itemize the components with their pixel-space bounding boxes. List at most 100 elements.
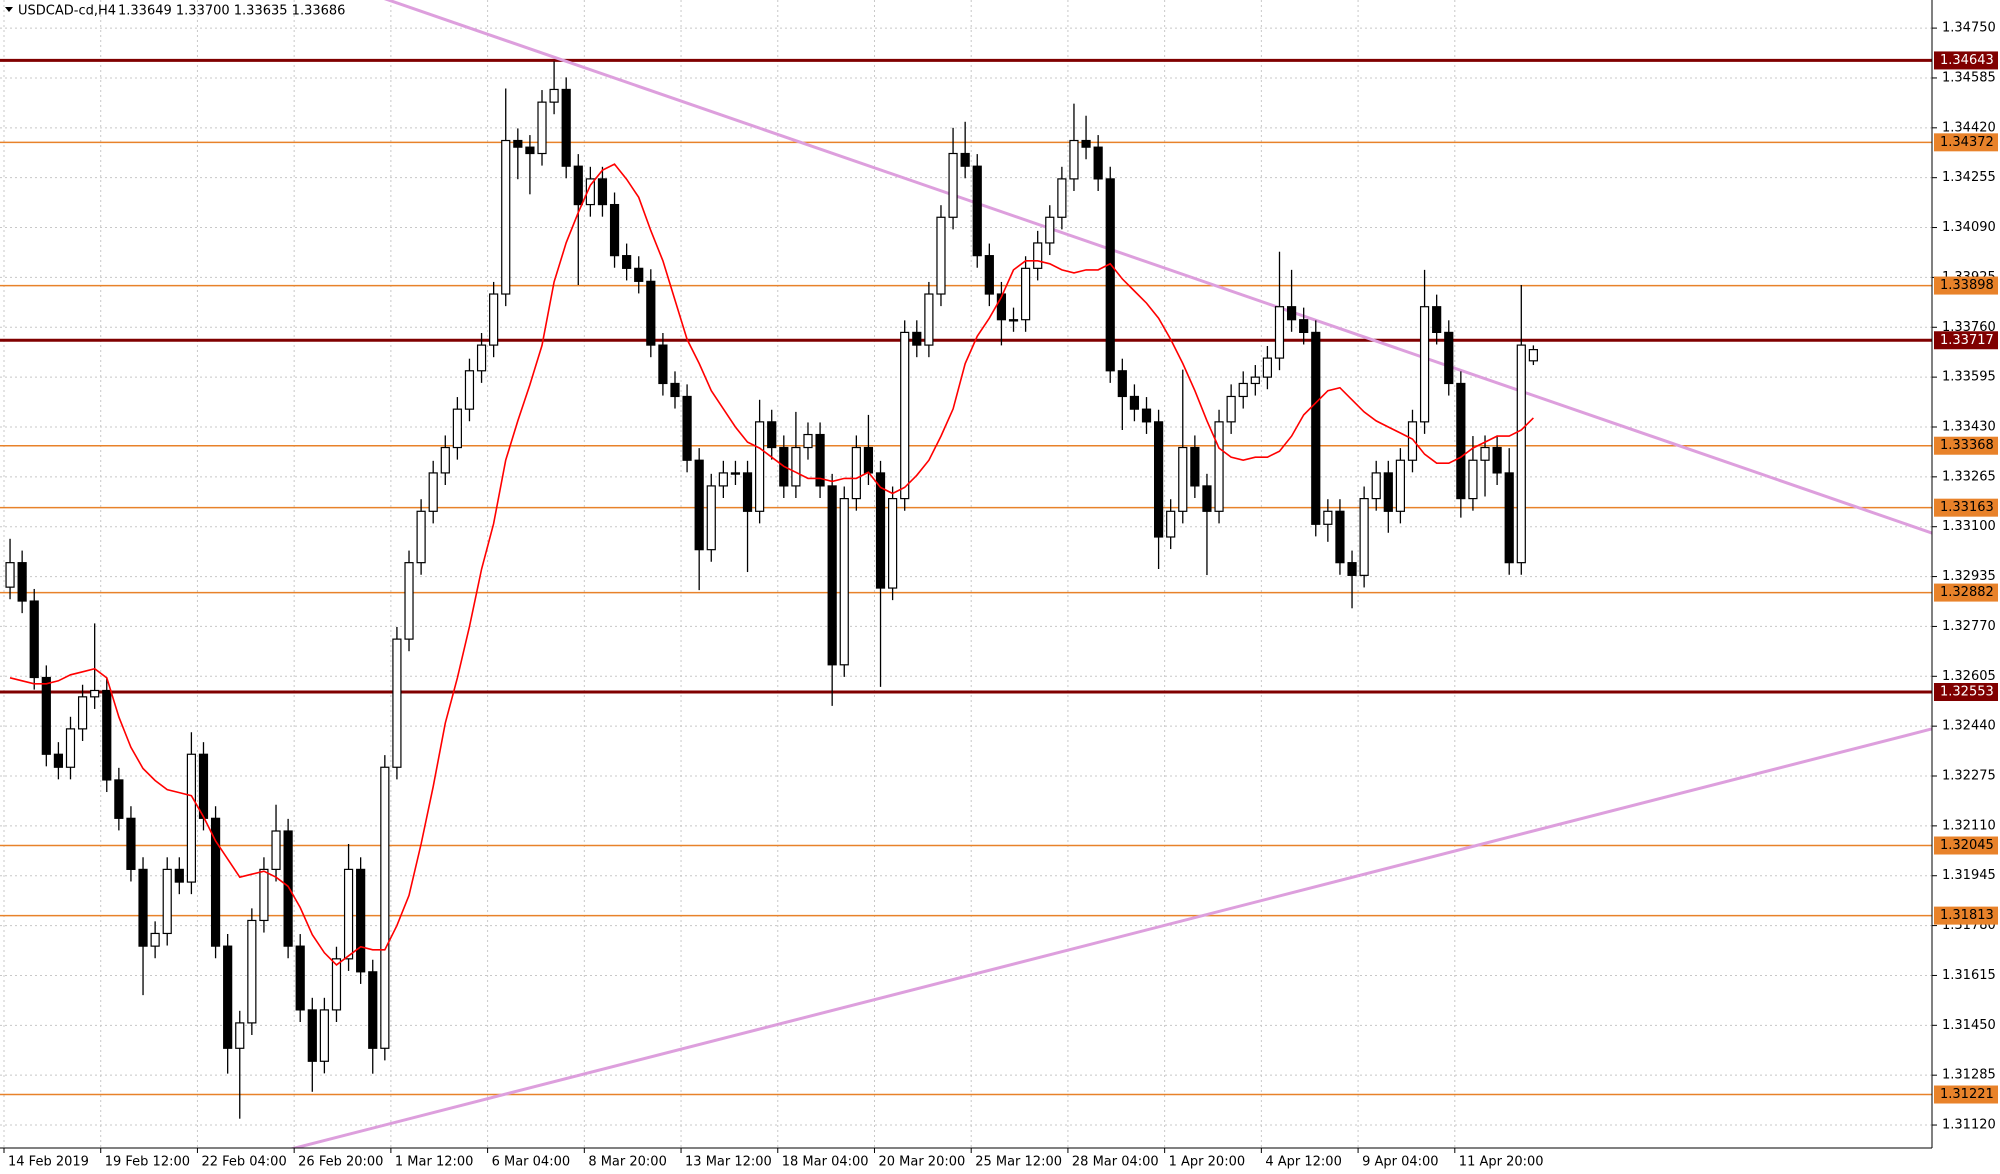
x-tick-label: 4 Apr 12:00: [1265, 1155, 1342, 1170]
candle-body: [1444, 331, 1454, 385]
y-tick-label: 1.33760: [1942, 320, 1996, 335]
y-tick-label: 1.32770: [1942, 619, 1996, 634]
candle-body: [247, 919, 257, 1024]
candle-body: [815, 433, 825, 487]
candle-body: [1166, 510, 1176, 538]
candle-body: [742, 472, 753, 512]
candle-body: [561, 88, 571, 167]
moving-average: [9, 163, 1534, 966]
x-tick-label: 14 Feb 2019: [8, 1155, 89, 1170]
x-tick-label: 6 Mar 04:00: [492, 1155, 571, 1170]
candle-body: [368, 971, 378, 1049]
candle-body: [5, 562, 15, 588]
candle-body: [549, 88, 559, 103]
candle-body: [948, 152, 958, 218]
candle-body: [1407, 421, 1418, 461]
candle-body: [827, 485, 837, 666]
candle-body: [1286, 306, 1297, 321]
y-tick-label: 1.34255: [1942, 170, 1996, 185]
level-label: 1.31221: [1940, 1087, 1994, 1102]
y-tick-label: 1.33265: [1942, 469, 1996, 484]
y-tick-label: 1.31120: [1942, 1118, 1996, 1133]
y-tick-label: 1.32275: [1942, 769, 1996, 784]
candle-body: [1335, 510, 1345, 564]
candle-body: [235, 1022, 245, 1049]
quote-text: 1.33649 1.33700 1.33635 1.33686: [118, 4, 345, 19]
candle-body: [1432, 306, 1442, 334]
x-tick-label: 28 Mar 04:00: [1072, 1155, 1159, 1170]
candle-body: [1323, 510, 1333, 525]
y-tick-label: 1.32935: [1942, 569, 1996, 584]
candle-body: [718, 472, 728, 487]
candle-body: [1178, 446, 1188, 512]
candle-body: [1359, 498, 1369, 576]
candle-body: [307, 1009, 317, 1062]
candle-body: [1129, 395, 1140, 410]
candle-body: [573, 165, 583, 206]
candle-body: [1492, 446, 1502, 474]
candle-body: [162, 868, 172, 935]
y-tick-label: 1.33595: [1942, 370, 1996, 385]
candle-body: [186, 753, 196, 883]
y-tick-label: 1.31450: [1942, 1018, 1996, 1033]
candle-body: [1383, 472, 1393, 512]
level-label-box: [1934, 906, 1998, 925]
level-label: 1.32553: [1940, 685, 1994, 700]
level-label-box: [1934, 436, 1998, 455]
candle-body: [767, 421, 777, 449]
candle-body: [730, 472, 741, 475]
x-tick-label: 20 Mar 20:00: [878, 1155, 965, 1170]
level-label: 1.33368: [1940, 438, 1994, 453]
y-tick-label: 1.34420: [1942, 120, 1996, 135]
candle-body: [1395, 459, 1405, 512]
candle-body: [1202, 485, 1212, 512]
candle-body: [597, 178, 608, 206]
candle-body: [875, 472, 886, 589]
candle-body: [791, 446, 801, 487]
candle-body: [622, 255, 632, 269]
candle-body: [585, 178, 595, 206]
chart-title: USDCAD-cd,H4: [18, 4, 116, 19]
candle-body: [53, 753, 64, 768]
candle-body: [1153, 421, 1164, 538]
candle-body: [1480, 446, 1490, 461]
level-label-box: [1934, 836, 1998, 855]
x-tick-label: 1 Mar 12:00: [395, 1155, 474, 1170]
level-label-box: [1934, 683, 1998, 702]
candle-body: [755, 421, 765, 512]
candle-body: [65, 728, 76, 768]
candle-body: [501, 139, 511, 295]
candle-body: [839, 498, 849, 666]
candle-body: [1347, 562, 1357, 576]
candle-body: [1299, 319, 1309, 334]
candle-body: [138, 868, 148, 947]
candle-body: [1238, 382, 1248, 398]
y-tick-label: 1.31285: [1942, 1068, 1996, 1083]
candle-body: [259, 868, 269, 922]
candle-body: [706, 485, 716, 551]
candle-body: [900, 331, 910, 500]
y-tick-label: 1.34750: [1942, 21, 1996, 36]
level-label-box: [1934, 583, 1998, 602]
candle-body: [1468, 459, 1478, 500]
candle-body: [1419, 306, 1430, 423]
menu-triangle[interactable]: [5, 7, 13, 12]
candle-body: [1274, 306, 1285, 359]
candle-body: [936, 216, 946, 295]
level-label-box: [1934, 276, 1998, 295]
level-label-box: [1934, 51, 1998, 70]
level-label: 1.31813: [1940, 908, 1994, 923]
x-tick-label: 26 Feb 20:00: [298, 1155, 383, 1170]
candle-body: [404, 562, 414, 640]
candle-body: [888, 498, 898, 589]
level-label-box: [1934, 498, 1998, 517]
x-tick-label: 19 Feb 12:00: [105, 1155, 190, 1170]
level-label: 1.33163: [1940, 500, 1994, 515]
candle-body: [102, 689, 112, 781]
candle-body: [464, 370, 475, 410]
y-tick-label: 1.32440: [1942, 719, 1996, 734]
level-label-box: [1934, 1085, 1998, 1104]
candle-body: [670, 382, 680, 398]
candle-body: [1456, 382, 1466, 500]
